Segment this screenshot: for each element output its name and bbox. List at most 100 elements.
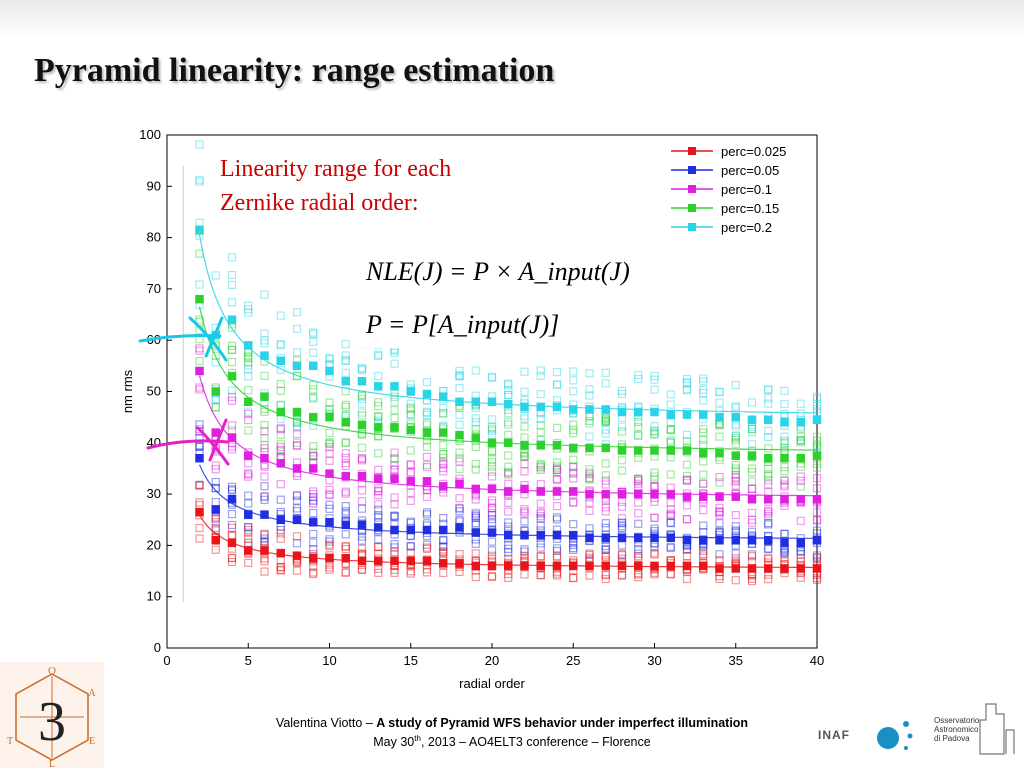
series-marker <box>812 494 822 504</box>
scatter-point <box>780 386 789 396</box>
scatter-point <box>666 438 675 447</box>
scatter-point <box>666 542 675 551</box>
scatter-point <box>731 470 740 479</box>
series-marker <box>780 418 789 427</box>
scatter-point <box>471 442 480 452</box>
scatter-point <box>422 492 432 501</box>
scatter-point <box>585 571 594 580</box>
series-marker <box>357 471 367 481</box>
scatter-point <box>357 456 367 465</box>
scatter-point <box>211 497 220 507</box>
scatter-point <box>666 505 675 514</box>
series-marker <box>455 430 464 440</box>
observatory-line-1: Osservatorio <box>934 716 980 725</box>
scatter-point <box>406 405 415 414</box>
scatter-point <box>260 290 269 299</box>
scatter-point <box>504 385 513 395</box>
scatter-point <box>796 472 805 481</box>
scatter-point <box>341 449 350 458</box>
series-marker <box>796 453 805 463</box>
scatter-point <box>455 366 464 375</box>
scatter-point <box>227 298 237 307</box>
scatter-point <box>487 462 497 471</box>
series-marker <box>195 507 204 517</box>
scatter-point <box>682 378 692 387</box>
series-marker <box>666 410 675 419</box>
scatter-point <box>406 468 415 477</box>
scatter-point <box>260 492 269 501</box>
scatter-point <box>227 396 237 405</box>
scatter-point <box>455 371 464 380</box>
scatter-point <box>455 494 464 503</box>
scatter-point <box>244 365 253 374</box>
scatter-point <box>292 491 302 500</box>
scatter-point <box>374 449 383 458</box>
series-marker <box>536 441 545 450</box>
scatter-point <box>634 479 643 488</box>
scatter-point <box>276 340 285 349</box>
scatter-point <box>276 425 285 434</box>
scatter-point <box>780 443 789 452</box>
svg-text:T: T <box>7 736 13 747</box>
series-marker <box>634 446 643 455</box>
scatter-point <box>487 510 497 520</box>
scatter-point <box>585 385 594 394</box>
scatter-point <box>601 413 610 422</box>
scatter-point <box>439 547 448 556</box>
scatter-point <box>585 412 594 421</box>
series-marker <box>569 487 578 496</box>
scatter-point <box>471 366 480 375</box>
scatter-point <box>439 403 448 413</box>
scatter-point <box>520 547 529 556</box>
series-marker <box>227 494 237 504</box>
scatter-point <box>666 390 675 399</box>
series-marker <box>731 492 740 501</box>
scatter-point <box>211 403 220 412</box>
scatter-point <box>325 354 334 363</box>
magenta-arrow-icon <box>146 418 230 466</box>
scatter-point <box>764 554 773 564</box>
scatter-point <box>439 441 448 450</box>
scatter-point <box>812 516 822 525</box>
scatter-point <box>504 548 513 557</box>
scatter-point <box>666 400 675 409</box>
scatter-point <box>504 380 513 389</box>
scatter-point <box>764 432 773 442</box>
scatter-point <box>796 462 805 471</box>
series-marker <box>357 556 367 566</box>
scatter-point <box>747 440 757 449</box>
scatter-point <box>617 466 627 475</box>
scatter-point <box>715 528 724 537</box>
x-tick-label: 35 <box>729 653 743 668</box>
scatter-point <box>812 436 822 446</box>
y-tick-label: 80 <box>147 230 161 245</box>
series-marker <box>601 533 610 542</box>
scatter-point <box>552 513 562 522</box>
scatter-point <box>227 482 237 491</box>
scatter-point <box>634 553 643 562</box>
scatter-point <box>341 351 350 360</box>
scatter-point <box>520 452 529 461</box>
scatter-point <box>747 515 757 525</box>
series-marker <box>552 441 562 450</box>
scatter-point <box>780 476 789 485</box>
scatter-point <box>601 459 610 468</box>
scatter-point <box>504 522 513 531</box>
series-marker <box>650 533 659 542</box>
scatter-point <box>520 367 529 376</box>
series-marker <box>487 484 497 494</box>
scatter-point <box>617 551 627 560</box>
scatter-point <box>406 567 415 576</box>
series-marker <box>520 530 529 540</box>
series-marker <box>617 489 627 499</box>
scatter-point <box>699 435 708 444</box>
scatter-point <box>764 464 773 473</box>
series-marker <box>504 400 513 409</box>
scatter-point <box>374 542 383 552</box>
scatter-point <box>552 475 562 485</box>
scatter-point <box>520 452 529 462</box>
series-marker <box>585 561 594 571</box>
scatter-point <box>715 387 724 396</box>
scatter-point <box>617 497 627 506</box>
scatter-point <box>812 463 822 472</box>
